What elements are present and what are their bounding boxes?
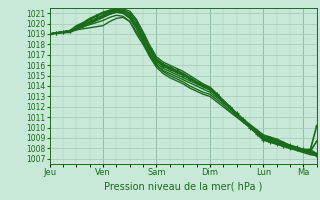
X-axis label: Pression niveau de la mer( hPa ): Pression niveau de la mer( hPa ) — [104, 181, 262, 191]
